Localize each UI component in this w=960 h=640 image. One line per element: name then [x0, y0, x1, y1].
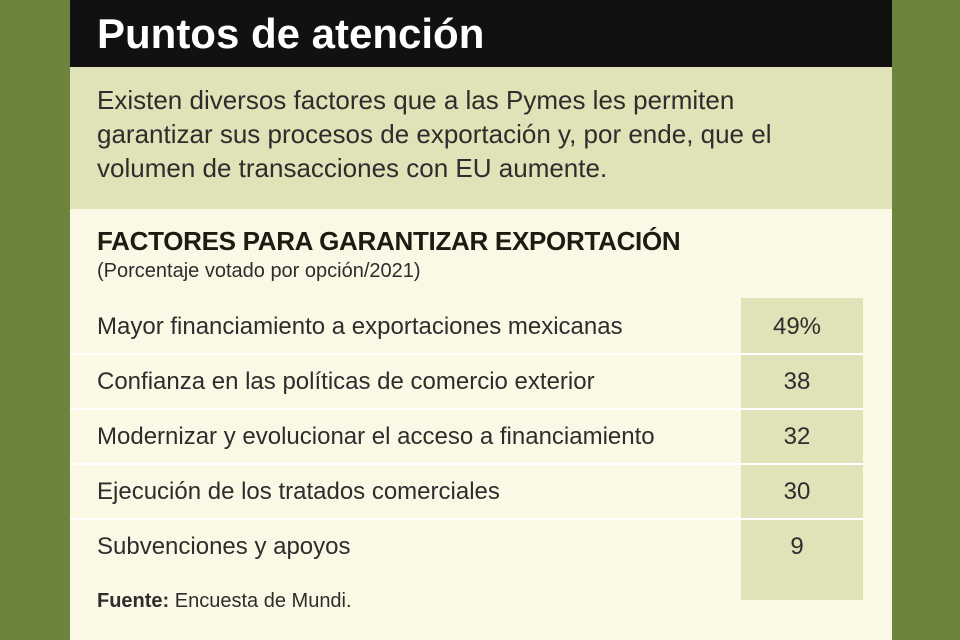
row-separator — [70, 408, 863, 410]
row-label: Subvenciones y apoyos — [97, 533, 351, 560]
table-row: Mayor financiamiento a exportaciones mex… — [70, 300, 863, 355]
row-value: 49% — [772, 313, 822, 340]
chart-title: FACTORES PARA GARANTIZAR EXPORTACIÓN — [97, 226, 681, 256]
source-text: Encuesta de Mundi. — [174, 590, 352, 612]
row-label: Modernizar y evolucionar el acceso a fin… — [97, 423, 655, 450]
table-row: Confianza en las políticas de comercio e… — [70, 355, 863, 410]
table-row: Subvenciones y apoyos 9 — [70, 520, 863, 575]
source-label: Fuente: — [97, 590, 170, 612]
title-bar: Puntos de atención — [70, 0, 892, 67]
row-separator — [70, 518, 863, 520]
intro-box: Existen diversos factores que a las Pyme… — [70, 67, 892, 209]
value-column-background — [741, 298, 863, 600]
page-title: Puntos de atención — [97, 10, 485, 57]
row-label: Mayor financiamiento a exportaciones mex… — [97, 313, 623, 340]
row-label: Ejecución de los tratados comerciales — [97, 478, 500, 505]
infographic-panel: Puntos de atención Existen diversos fact… — [70, 0, 892, 640]
row-label: Confianza en las políticas de comercio e… — [97, 368, 595, 395]
intro-text: Existen diversos factores que a las Pyme… — [97, 85, 772, 183]
row-value: 9 — [790, 533, 804, 560]
row-value: 30 — [783, 478, 811, 505]
table-row: Modernizar y evolucionar el acceso a fin… — [70, 410, 863, 465]
data-table: Mayor financiamiento a exportaciones mex… — [70, 300, 863, 575]
source-note: Fuente: Encuesta de Mundi. — [97, 587, 352, 615]
row-separator — [70, 463, 863, 465]
chart-subtitle: (Porcentaje votado por opción/2021) — [97, 260, 421, 282]
row-separator — [70, 353, 863, 355]
row-value: 32 — [783, 423, 811, 450]
row-value: 38 — [783, 368, 811, 395]
table-row: Ejecución de los tratados comerciales 30 — [70, 465, 863, 520]
